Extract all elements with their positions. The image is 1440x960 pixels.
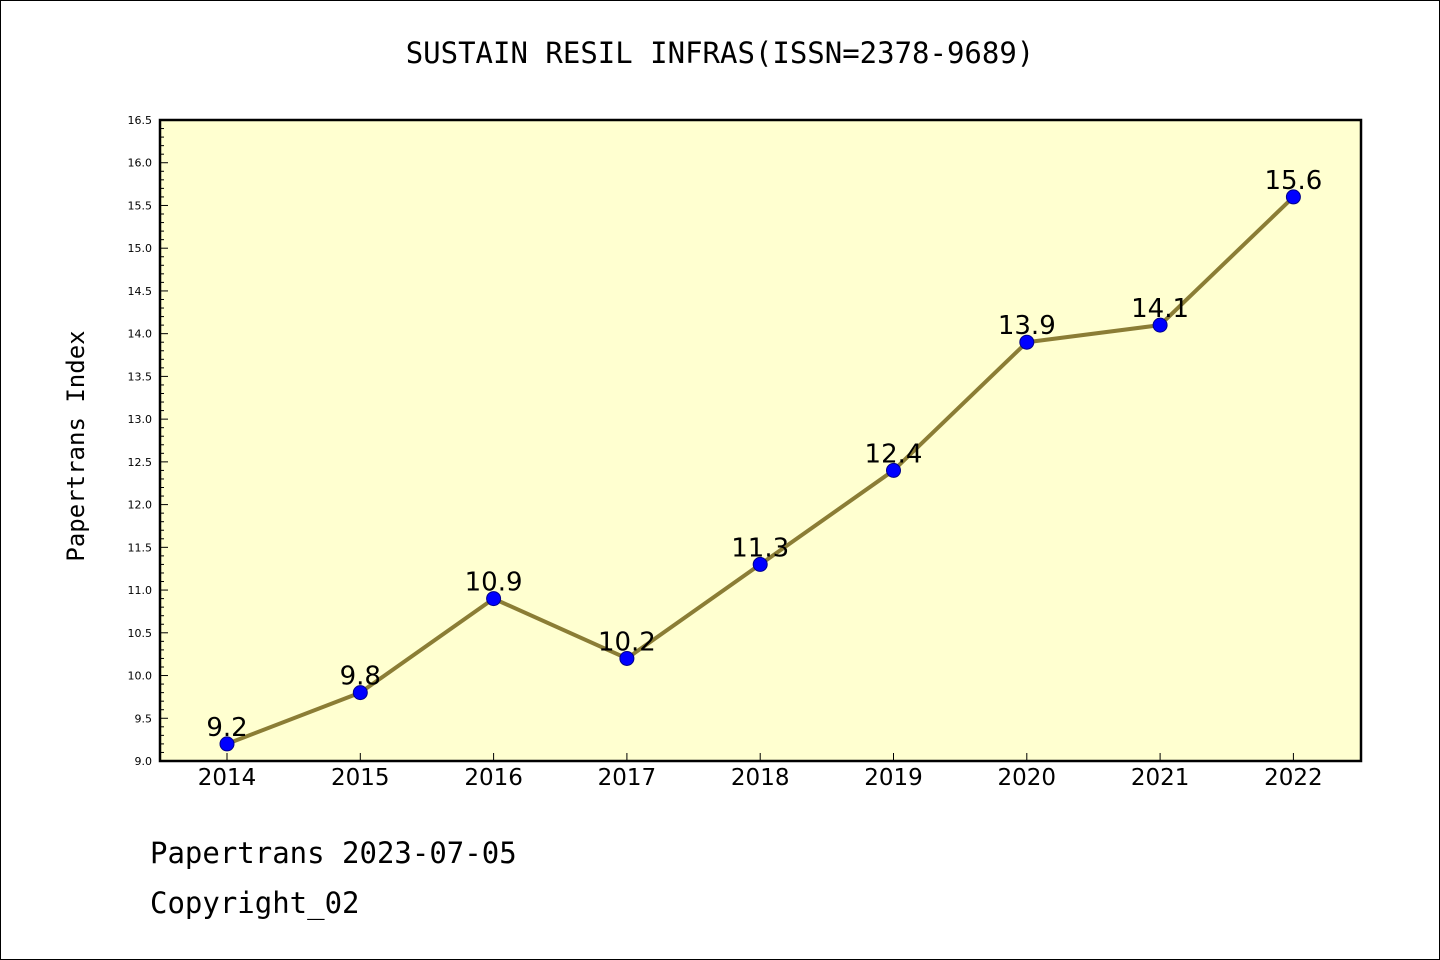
chart-title: SUSTAIN RESIL INFRAS(ISSN=2378-9689): [405, 36, 1035, 70]
data-label: 10.9: [465, 568, 523, 598]
data-label: 11.3: [731, 533, 789, 563]
footer-copyright: Copyright_02: [150, 886, 360, 920]
data-label: 9.8: [340, 662, 381, 692]
footer-source: Papertrans 2023-07-05: [150, 836, 517, 870]
x-tick-label: 2017: [598, 765, 657, 791]
x-tick-label: 2016: [464, 765, 523, 791]
x-tick-label: 2019: [864, 765, 923, 791]
plot-area: [160, 120, 1361, 761]
y-axis: 9.0 9.5 10.0 10.5 11.0 11.5 12.0 12.5 13.0 13.5 14…: [128, 114, 168, 768]
x-tick-label: 2022: [1264, 765, 1323, 791]
y-tick-label: 16.5: [128, 114, 153, 127]
y-tick-label: 15.5: [128, 199, 153, 212]
y-tick-label: 13.5: [128, 370, 153, 383]
data-point: [1019, 334, 1035, 350]
x-tick-label: 2015: [331, 765, 390, 791]
y-tick-label: 12.0: [128, 499, 153, 512]
x-tick-label: 2021: [1131, 765, 1190, 791]
data-label: 10.2: [598, 627, 656, 657]
y-tick-label: 15.0: [128, 242, 153, 255]
data-point: [619, 650, 635, 666]
y-tick-label: 9.5: [135, 712, 153, 725]
data-point: [886, 462, 901, 478]
x-tick-label: 2018: [731, 765, 790, 791]
data-label: 15.6: [1264, 166, 1322, 196]
data-point: [1285, 189, 1301, 205]
data-point: [752, 556, 768, 572]
data-label: 12.4: [865, 439, 923, 469]
y-tick-label: 13.0: [128, 413, 153, 426]
data-label-group: 9.2 9.8 10.9 10.2 11.3 12.4 13.9 14.1 15.6: [206, 166, 1322, 743]
y-tick-label: 9.0: [135, 755, 153, 768]
data-point: [486, 591, 502, 607]
data-label: 9.2: [206, 713, 247, 743]
y-tick-label: 10.5: [128, 627, 153, 640]
y-tick-label: 11.5: [128, 541, 153, 554]
y-tick-label: 10.0: [128, 670, 153, 683]
x-axis: 2014 2015 2016 2017 2018 2019 2020 2021 2022: [198, 753, 1323, 791]
y-tick-label: 16.0: [128, 157, 153, 170]
plot-border: [158, 118, 1363, 763]
x-tick-label: 2020: [998, 765, 1057, 791]
data-point: [1152, 317, 1168, 333]
data-label: 14.1: [1131, 294, 1189, 324]
x-tick-label: 2014: [198, 765, 257, 791]
data-label: 13.9: [998, 311, 1056, 341]
data-point: [219, 736, 235, 752]
series-group: [219, 189, 1301, 752]
y-tick-label: 12.5: [128, 456, 153, 469]
y-tick-label: 14.5: [128, 285, 153, 298]
y-tick-label: 11.0: [128, 584, 153, 597]
y-tick-label: 14.0: [128, 328, 153, 341]
data-point: [352, 685, 368, 701]
